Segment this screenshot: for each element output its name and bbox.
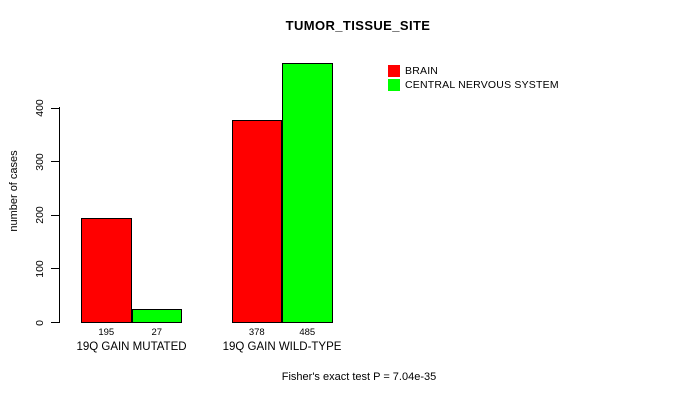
legend: BRAIN CENTRAL NERVOUS SYSTEM — [388, 64, 559, 92]
bar-value-label: 485 — [299, 327, 316, 338]
y-tick — [51, 161, 59, 162]
legend-label-central-nervous-system: CENTRAL NERVOUS SYSTEM — [405, 78, 559, 91]
group-label: 19Q GAIN WILD-TYPE — [222, 341, 342, 353]
bar-value-label: 378 — [248, 327, 265, 338]
bar-value-label: 195 — [98, 327, 115, 338]
bar-brain — [81, 217, 132, 323]
group-label: 19Q GAIN MUTATED — [76, 341, 187, 353]
y-tick-label: 200 — [34, 206, 46, 225]
y-tick-label: 0 — [34, 319, 46, 326]
y-tick-label: 300 — [34, 152, 46, 171]
y-tick-label: 100 — [34, 260, 46, 278]
bar-value-label: 27 — [151, 327, 163, 338]
bar-brain — [231, 119, 282, 323]
chart-title: TUMOR_TISSUE_SITE — [285, 18, 431, 33]
legend-swatch-central-nervous-system — [388, 78, 400, 91]
y-tick — [51, 268, 59, 269]
y-tick — [51, 215, 59, 216]
y-tick — [51, 322, 59, 323]
bar-cns — [282, 62, 333, 323]
legend-item-central-nervous-system: CENTRAL NERVOUS SYSTEM — [388, 78, 559, 91]
y-axis-line — [59, 107, 60, 323]
bar-cns — [131, 308, 182, 323]
stat-annotation: Fisher's exact test P = 7.04e-35 — [281, 371, 437, 383]
y-tick-label: 400 — [34, 99, 46, 117]
legend-label-brain: BRAIN — [405, 64, 439, 77]
legend-swatch-brain — [388, 64, 400, 77]
y-axis-title: number of cases — [8, 150, 20, 232]
legend-item-brain: BRAIN — [388, 64, 559, 77]
y-tick — [51, 108, 59, 109]
